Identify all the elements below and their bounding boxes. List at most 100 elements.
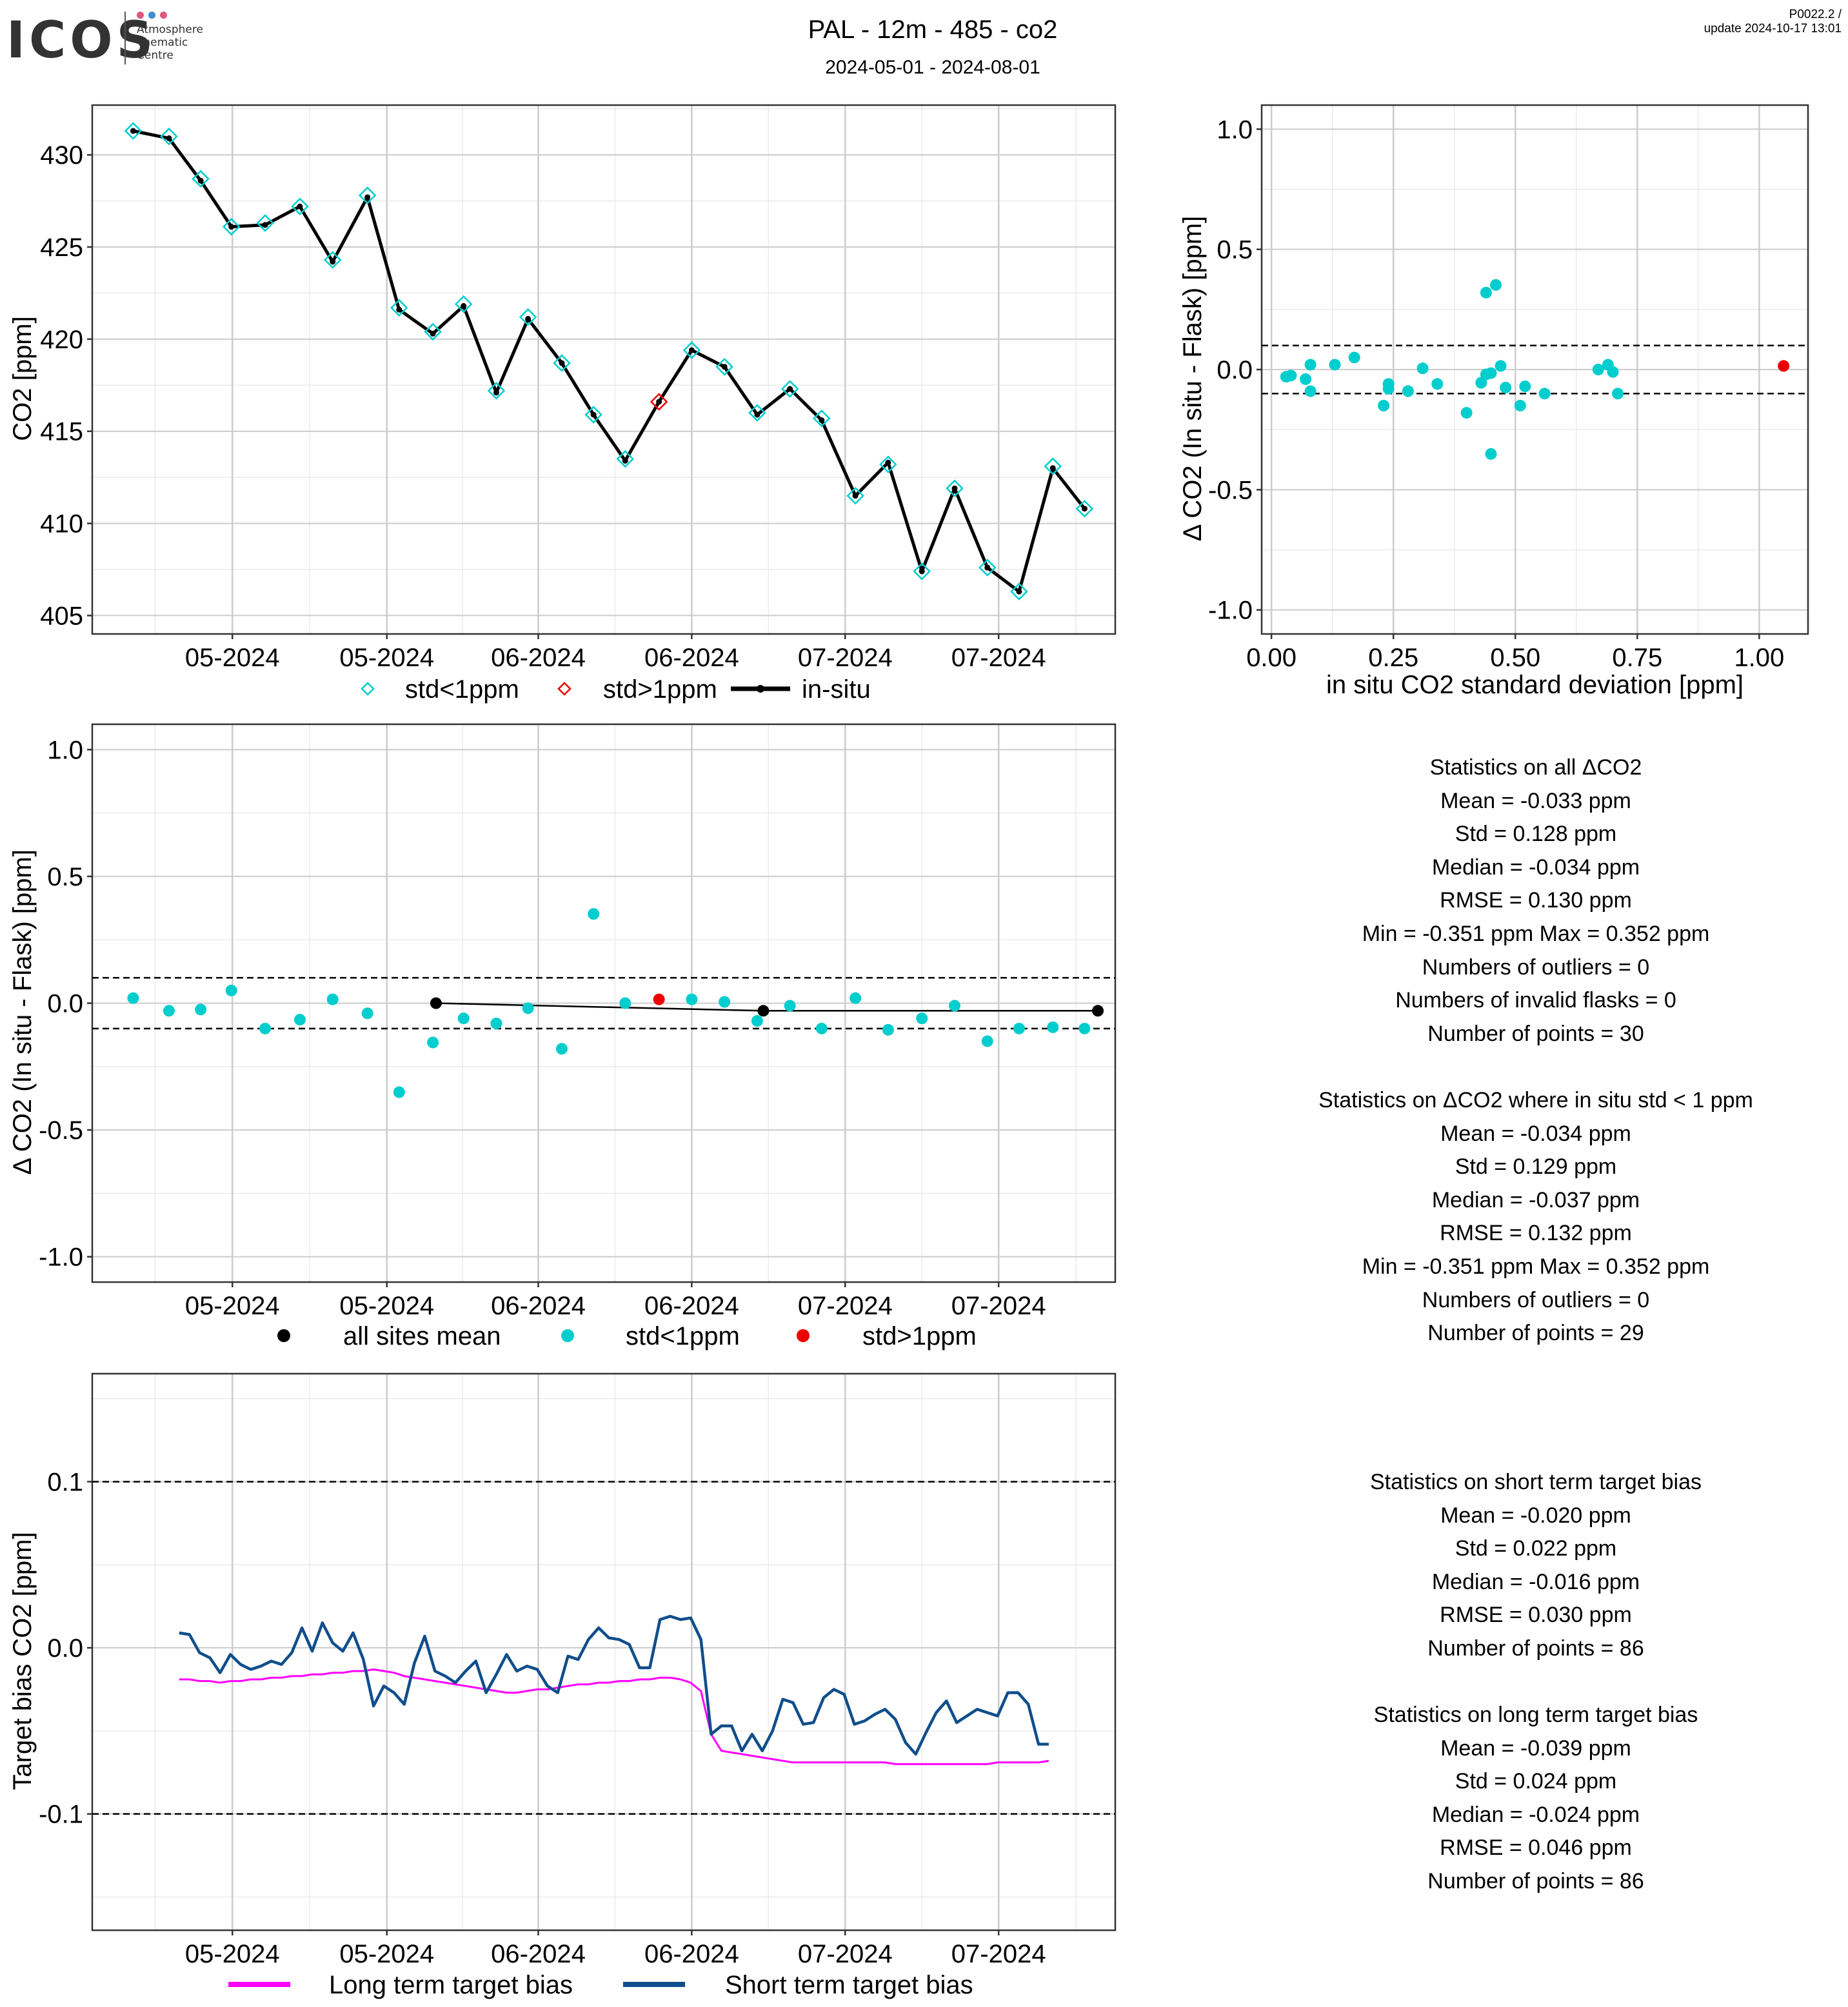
flask-marker-std-lt1 bbox=[358, 186, 377, 204]
scatter-point-std-lt1 bbox=[1285, 370, 1297, 382]
scatter-point-std-lt1 bbox=[1592, 364, 1604, 375]
y-tick-label: 415 bbox=[40, 418, 83, 446]
scatter-point-std-lt1 bbox=[1329, 359, 1341, 371]
flask-marker-std-lt1 bbox=[553, 354, 571, 372]
delta-point-std-lt1 bbox=[225, 984, 237, 996]
stats-long-line: Std = 0.024 ppm bbox=[1455, 1769, 1617, 1794]
stats-short-line: Number of points = 86 bbox=[1427, 1636, 1644, 1661]
flask-marker-std-lt1 bbox=[323, 251, 342, 269]
page-subtitle: 2024-05-01 - 2024-08-01 bbox=[825, 57, 1040, 78]
legend-key-all-sites-mean bbox=[277, 1329, 290, 1342]
insitu-point bbox=[461, 302, 467, 309]
insitu-point bbox=[430, 330, 436, 337]
flask-marker-std-lt1 bbox=[124, 122, 143, 140]
stats-long-line: RMSE = 0.046 ppm bbox=[1440, 1835, 1632, 1861]
x-tick-label: 07-2024 bbox=[951, 1940, 1046, 1968]
logo-divider bbox=[124, 12, 126, 64]
insitu-point bbox=[622, 457, 628, 464]
x-tick-label: 06-2024 bbox=[644, 1940, 739, 1968]
stats-short-line: RMSE = 0.030 ppm bbox=[1440, 1603, 1632, 1628]
legend-label: std<1ppm bbox=[405, 675, 519, 704]
legend-label: all sites mean bbox=[343, 1322, 501, 1350]
flask-marker-std-lt1 bbox=[846, 486, 864, 505]
delta-point-std-lt1 bbox=[195, 1004, 207, 1016]
delta-point-std-lt1 bbox=[588, 908, 600, 920]
flask-marker-std-lt1 bbox=[1010, 582, 1028, 601]
x-tick-label: 06-2024 bbox=[491, 644, 586, 672]
scatter-point-std-lt1 bbox=[1378, 399, 1390, 411]
scatter-point-std-lt1 bbox=[1382, 378, 1395, 390]
stats-all-line: RMSE = 0.130 ppm bbox=[1440, 888, 1632, 913]
flask-marker-std-lt1 bbox=[390, 299, 408, 317]
legend-label: Long term target bias bbox=[329, 1971, 573, 1999]
stats-std1-line: Std = 0.129 ppm bbox=[1455, 1154, 1617, 1180]
logo-dot-3 bbox=[160, 12, 167, 19]
delta-point-std-lt1 bbox=[882, 1023, 894, 1036]
insitu-line bbox=[132, 129, 1086, 593]
legend-label: std>1ppm bbox=[603, 675, 717, 704]
scatter-point-std-lt1 bbox=[1607, 366, 1619, 378]
insitu-point bbox=[984, 564, 991, 571]
stats-all-line: Numbers of invalid flasks = 0 bbox=[1395, 988, 1676, 1013]
y-tick-label: 420 bbox=[40, 326, 83, 354]
update-label: update 2024-10-17 13:01 bbox=[1704, 22, 1842, 35]
insitu-point bbox=[656, 399, 662, 405]
stats-all-line: Number of points = 30 bbox=[1427, 1021, 1644, 1046]
stats-all-line: Mean = -0.033 ppm bbox=[1440, 788, 1631, 813]
stats-short-heading: Statistics on short term target bias bbox=[1370, 1470, 1702, 1494]
stats-all-line: Min = -0.351 ppm Max = 0.352 ppm bbox=[1362, 921, 1710, 946]
flask-marker-std-gt1 bbox=[650, 393, 668, 411]
flask-marker-std-lt1 bbox=[1044, 457, 1062, 475]
all-sites-mean-point bbox=[1092, 1005, 1104, 1017]
insitu-point bbox=[297, 203, 303, 210]
delta-point-std-lt1 bbox=[849, 992, 862, 1004]
scatter-point-std-lt1 bbox=[1480, 286, 1492, 299]
delta-point-std-lt1 bbox=[522, 1002, 534, 1014]
insitu-point bbox=[721, 364, 728, 370]
logo-sub-line: Thematic bbox=[137, 36, 188, 49]
flask-marker-std-lt1 bbox=[519, 308, 537, 326]
y-tick-label: -1.0 bbox=[39, 1243, 83, 1272]
stats-all-line: Std = 0.128 ppm bbox=[1455, 822, 1617, 847]
insitu-point bbox=[885, 459, 891, 466]
page-title: PAL - 12m - 485 - co2 bbox=[808, 15, 1058, 44]
legend-label: Short term target bias bbox=[725, 1971, 973, 1999]
y-tick-label: 0.5 bbox=[47, 863, 83, 891]
delta-point-std-gt1 bbox=[653, 993, 665, 1005]
insitu-point bbox=[1049, 465, 1056, 471]
stats-long-line: Mean = -0.039 ppm bbox=[1440, 1735, 1631, 1761]
y-tick-label: 0.0 bbox=[47, 990, 83, 1018]
y-tick-label: -0.5 bbox=[39, 1116, 83, 1145]
x-tick-label: 06-2024 bbox=[491, 1940, 586, 1968]
logo-sub-line: Atmosphere bbox=[137, 23, 203, 36]
stats-long-panel: Statistics on long term target bias Mean… bbox=[1239, 1699, 1833, 1899]
plot-frame bbox=[91, 104, 1117, 635]
version-label: P0022.2 / bbox=[1789, 8, 1842, 21]
delta-point-std-lt1 bbox=[490, 1017, 502, 1029]
y-tick-label: 0.0 bbox=[47, 1634, 83, 1663]
flask-marker-std-lt1 bbox=[616, 450, 635, 468]
x-tick-label: 07-2024 bbox=[951, 1292, 1046, 1320]
version-info: P0022.2 / update 2024-10-17 13:01 bbox=[1704, 8, 1842, 36]
flask-marker-std-lt1 bbox=[291, 197, 309, 215]
delta-point-std-lt1 bbox=[427, 1036, 439, 1049]
scatter-point-std-lt1 bbox=[1500, 381, 1512, 393]
delta-point-std-lt1 bbox=[1078, 1022, 1091, 1034]
scatter-point-std-lt1 bbox=[1304, 385, 1316, 397]
flask-marker-std-lt1 bbox=[978, 559, 997, 577]
plot-frame bbox=[91, 1372, 1117, 1932]
insitu-point bbox=[1081, 506, 1088, 512]
x-tick-label: 05-2024 bbox=[185, 1292, 280, 1320]
y-tick-label: 430 bbox=[40, 141, 83, 170]
x-tick-label: 0.75 bbox=[1612, 644, 1662, 672]
y-tick-label: -0.5 bbox=[1208, 476, 1253, 504]
delta-point-std-lt1 bbox=[1013, 1022, 1025, 1034]
legend-key-std-lt1 bbox=[561, 1329, 574, 1342]
insitu-point bbox=[819, 417, 825, 424]
stats-long-line: Median = -0.024 ppm bbox=[1431, 1802, 1640, 1827]
delta-point-std-lt1 bbox=[916, 1013, 928, 1025]
insitu-point bbox=[590, 411, 597, 418]
stats-long-heading: Statistics on long term target bias bbox=[1373, 1703, 1698, 1727]
flask-marker-std-lt1 bbox=[780, 380, 799, 398]
flask-marker-std-lt1 bbox=[160, 127, 178, 146]
